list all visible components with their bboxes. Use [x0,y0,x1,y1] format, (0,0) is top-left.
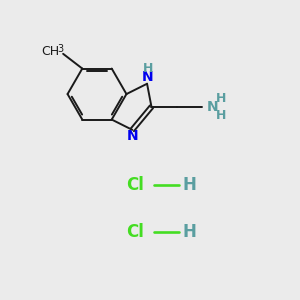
Text: CH: CH [42,45,60,58]
Text: H: H [216,109,227,122]
Text: H: H [183,224,197,242]
Text: N: N [142,70,154,84]
Text: Cl: Cl [126,224,144,242]
Text: N: N [127,129,139,143]
Text: H: H [142,62,153,75]
Text: H: H [216,92,227,105]
Text: N: N [206,100,218,114]
Text: H: H [183,176,197,194]
Text: 3: 3 [57,44,63,54]
Text: Cl: Cl [126,176,144,194]
